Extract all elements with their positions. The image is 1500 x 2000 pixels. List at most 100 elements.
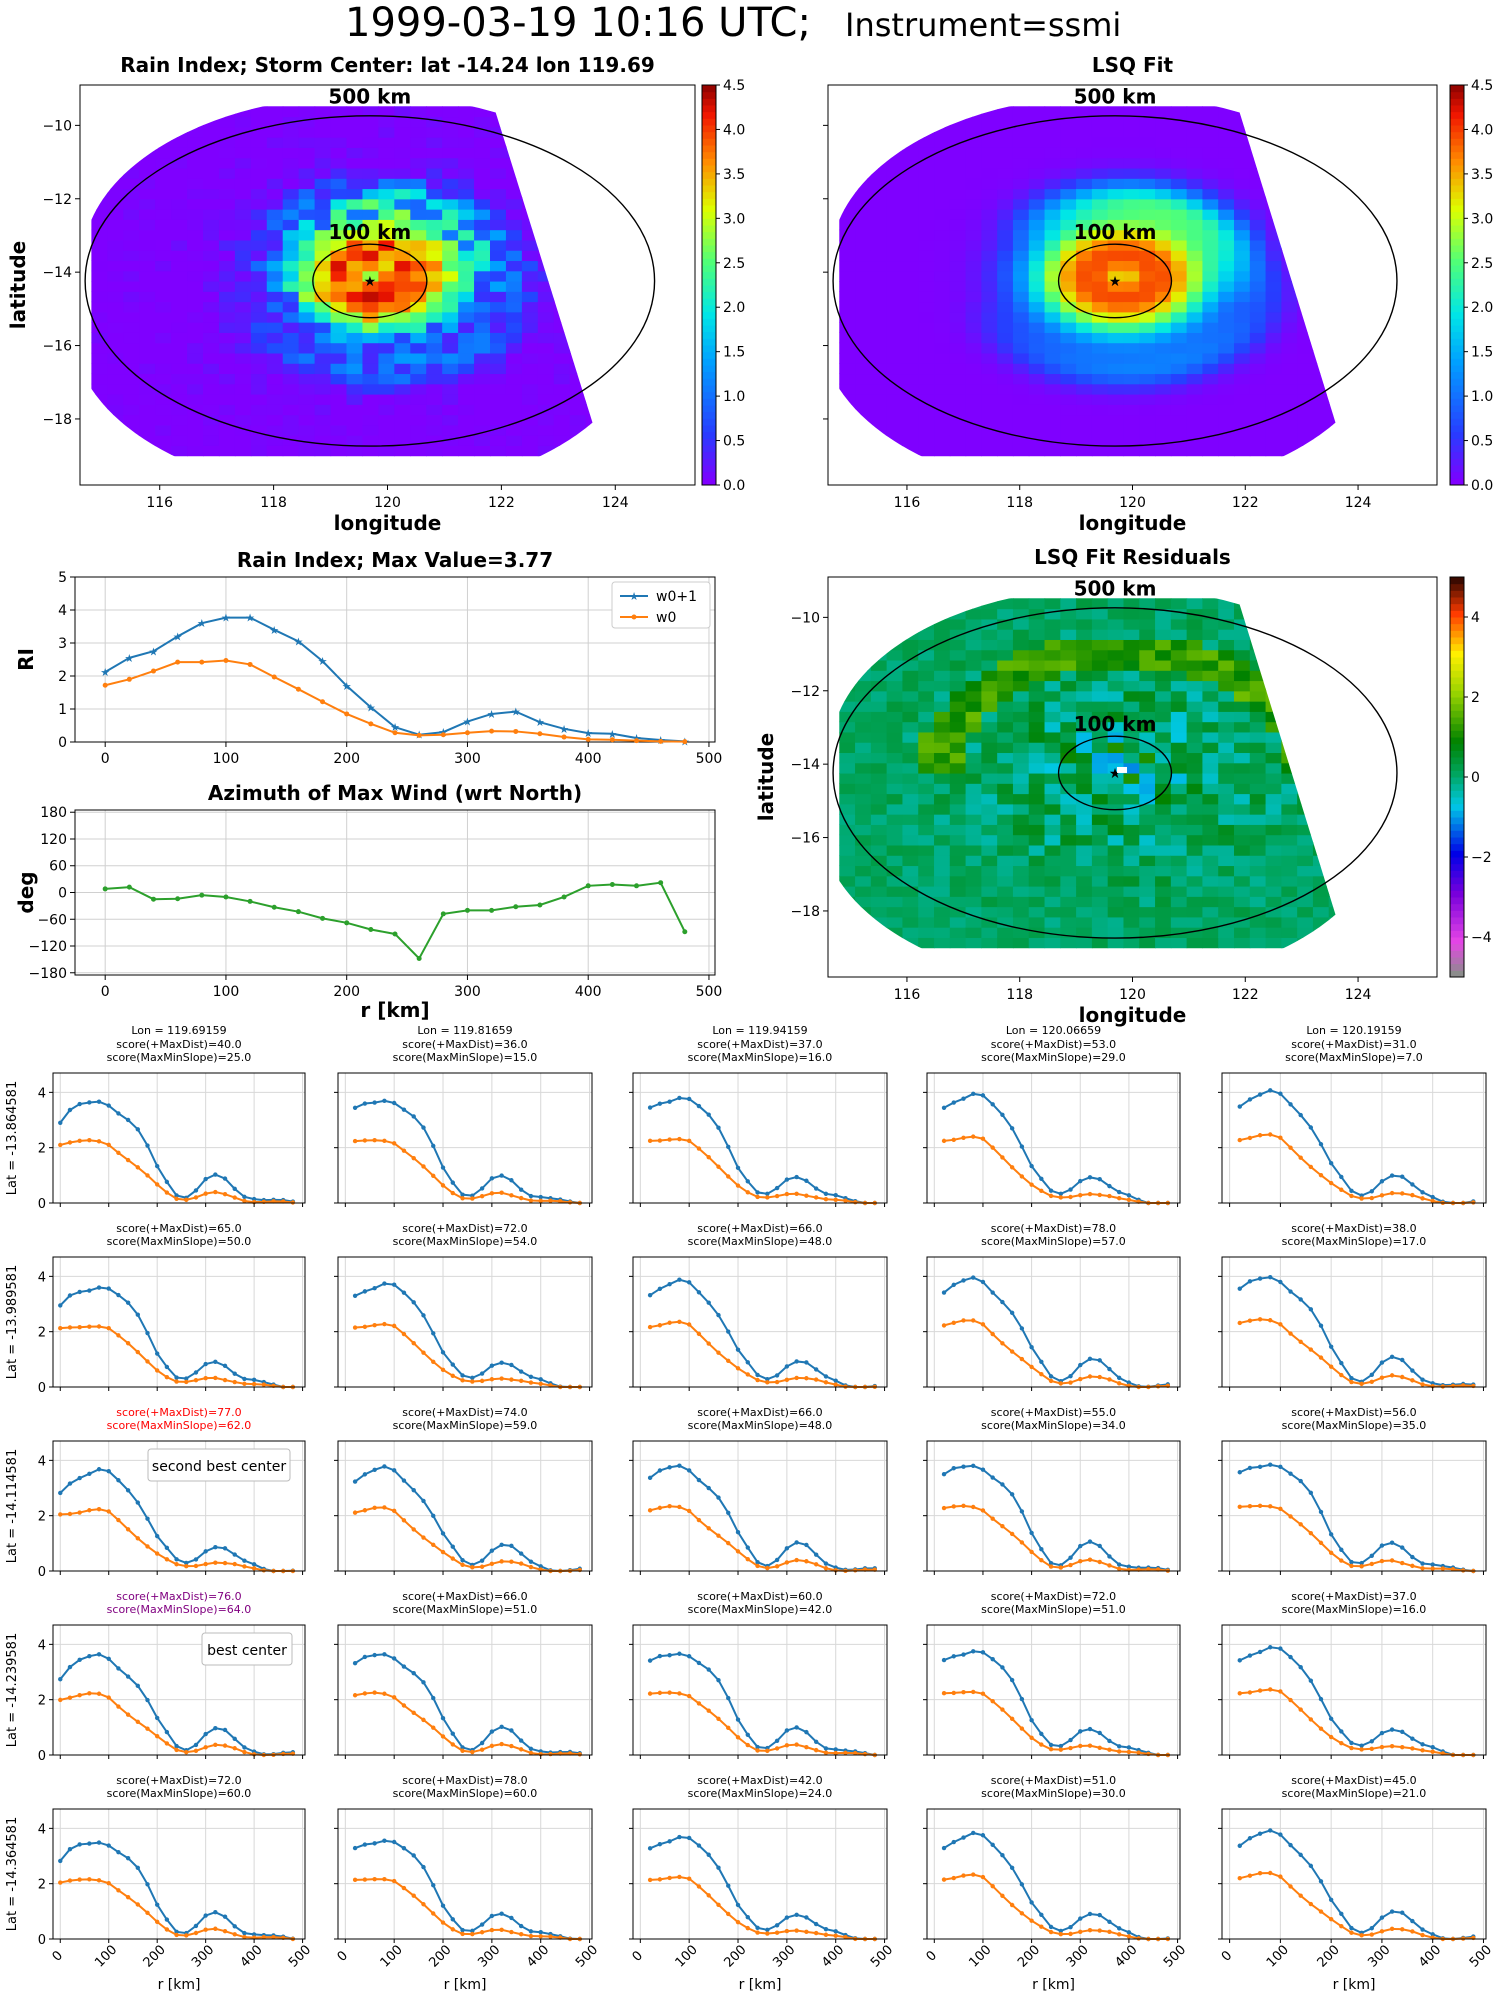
- map-cell: [234, 322, 252, 333]
- map-cell: [981, 209, 998, 220]
- map-cell: [1328, 311, 1336, 323]
- map-cell: [997, 608, 1014, 620]
- map-cell: [918, 814, 935, 825]
- subplot-r0-c4: Lon = 120.19159score(+MaxDist)=31.0score…: [1218, 1024, 1487, 1207]
- map-cell: [1091, 639, 1109, 651]
- map-cell: [1028, 711, 1046, 723]
- subplot-point: [833, 1378, 838, 1383]
- map-cell: [1186, 639, 1204, 651]
- map-cell: [1360, 660, 1376, 671]
- map-cell: [870, 167, 888, 179]
- ytick-label: 0: [38, 1565, 46, 1580]
- map-cell: [1234, 772, 1251, 784]
- subplot-point: [548, 1383, 553, 1388]
- map-cell: [1139, 178, 1156, 190]
- map-cell: [171, 342, 188, 354]
- map-cell: [458, 198, 475, 210]
- subplot-point: [941, 1323, 947, 1328]
- map-cell: [218, 435, 236, 446]
- subplot-point: [980, 1136, 986, 1141]
- map-cell: [1360, 168, 1376, 179]
- map-cell: [902, 670, 919, 682]
- map-cell: [1107, 711, 1125, 723]
- subplot-point: [1420, 1196, 1425, 1201]
- map-cell: [1360, 178, 1376, 189]
- map-cell: [1044, 352, 1061, 364]
- map-cell: [1170, 639, 1188, 651]
- map-cell: [1107, 670, 1125, 682]
- map-cell: [1218, 916, 1235, 928]
- subplot-point: [1318, 1142, 1324, 1147]
- map-cell: [1265, 731, 1282, 743]
- map-cell: [282, 414, 300, 426]
- map-cell: [1265, 301, 1282, 313]
- map-cell: [553, 445, 571, 457]
- colorbar-tick-label: 0.0: [723, 478, 745, 494]
- map-cell: [1234, 803, 1251, 815]
- map-cell: [1234, 649, 1251, 661]
- map-cell: [1312, 414, 1330, 426]
- map-cell: [298, 435, 316, 446]
- map-cell: [934, 721, 951, 733]
- colorbar-segment: [1450, 623, 1464, 631]
- map-cell: [1249, 896, 1267, 908]
- map-cell: [490, 332, 507, 344]
- map-cell: [1076, 229, 1093, 241]
- map-cell: [1076, 198, 1093, 210]
- subplot-point: [1019, 1174, 1025, 1179]
- subplot-point: [706, 1300, 711, 1305]
- map-cell: [266, 157, 284, 169]
- map-cell: [1123, 742, 1140, 754]
- map-cell: [1170, 260, 1188, 272]
- map-cell: [155, 322, 172, 333]
- subplot-point: [1339, 1360, 1344, 1366]
- map-cell: [1170, 649, 1188, 661]
- map-cell: [410, 250, 427, 262]
- subplot-point: [1400, 1357, 1405, 1363]
- map-cell: [1345, 302, 1361, 313]
- subplot-point: [1410, 1378, 1415, 1383]
- map-cell: [1076, 260, 1093, 272]
- map-cell: [282, 209, 300, 220]
- map-cell: [855, 937, 872, 949]
- subplot-point: [1000, 1341, 1005, 1346]
- colorbar-segment: [1450, 737, 1464, 745]
- map-cell: [203, 198, 220, 210]
- map-cell: [1249, 229, 1267, 241]
- map-cell: [1107, 608, 1125, 620]
- map-cell: [1044, 752, 1061, 764]
- map-cell: [155, 332, 172, 344]
- map-cell: [902, 311, 919, 323]
- map-cell: [585, 167, 593, 179]
- map-cell: [1234, 270, 1251, 282]
- subplot-point: [203, 1375, 208, 1381]
- map-cell: [378, 167, 395, 179]
- map-cell: [1155, 906, 1172, 918]
- score-maxminslope: score(MaxMinSlope)=48.0: [688, 1235, 833, 1248]
- map-cell: [1328, 803, 1336, 815]
- map-cell: [1249, 772, 1267, 784]
- map-cell: [886, 629, 904, 640]
- map-cell: [886, 855, 904, 867]
- colorbar-segment: [1450, 683, 1464, 691]
- subplot-point: [726, 1329, 731, 1334]
- map-cell: [250, 260, 268, 272]
- map-cell: [1186, 188, 1204, 200]
- map-cell: [1218, 783, 1235, 795]
- subplot-point: [726, 1144, 731, 1150]
- map-cell: [1123, 937, 1140, 949]
- map-cell: [1060, 332, 1077, 344]
- map-cell: [378, 332, 395, 344]
- map-ytick-label: −18: [42, 412, 72, 428]
- map-cell: [965, 793, 982, 805]
- colorbar-segment: [1450, 345, 1464, 353]
- map-cell: [378, 373, 395, 385]
- map-cell: [1107, 834, 1125, 846]
- map-cell: [394, 178, 411, 190]
- subplot-point: [174, 1562, 179, 1567]
- map-cell: [1234, 608, 1251, 620]
- map-cell: [1091, 106, 1109, 118]
- map-cell: [585, 147, 593, 159]
- map-cell: [886, 393, 904, 405]
- colorbar-tick-label: 1.0: [1471, 389, 1493, 405]
